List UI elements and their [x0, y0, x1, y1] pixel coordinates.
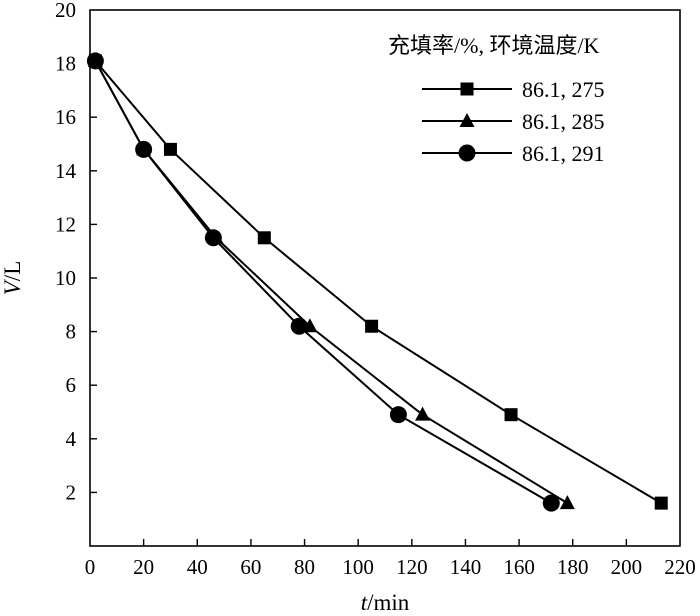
- data-point: [389, 406, 407, 424]
- data-point: [86, 52, 104, 70]
- data-point: [135, 140, 153, 158]
- y-axis-title: V/L: [0, 261, 25, 296]
- data-point: [365, 319, 379, 333]
- legend-item: 86.1, 285: [422, 109, 605, 134]
- y-tick-label: 20: [55, 0, 76, 22]
- data-point: [559, 495, 575, 510]
- data-point: [415, 406, 431, 421]
- data-point: [654, 496, 668, 510]
- legend: 充填率/%, 环境温度/K 86.1, 275 86.1, 285 86.1, 29…: [388, 33, 605, 166]
- x-tick-label: 140: [450, 555, 482, 579]
- y-tick-label: 10: [55, 266, 76, 290]
- x-tick-label: 40: [187, 555, 208, 579]
- x-tick-label: 60: [240, 555, 261, 579]
- y-tick-label: 12: [55, 212, 76, 236]
- x-tick-label: 80: [294, 555, 315, 579]
- legend-items: 86.1, 275 86.1, 285 86.1, 291: [422, 77, 605, 166]
- legend-label: 86.1, 291: [522, 141, 605, 166]
- y-tick-label: 6: [66, 373, 77, 397]
- y-tick-label: 8: [66, 320, 77, 344]
- legend-marker: [458, 144, 476, 162]
- x-tick-label: 200: [611, 555, 643, 579]
- y-tick-label: 16: [55, 105, 76, 129]
- y-tick-label: 2: [66, 480, 77, 504]
- data-point: [257, 231, 271, 245]
- data-point: [163, 142, 177, 156]
- x-tick-label: 180: [557, 555, 589, 579]
- data-point: [542, 494, 560, 512]
- x-axis-title: t/min: [361, 590, 410, 615]
- series-line: [94, 60, 662, 504]
- x-tick-label: 120: [396, 555, 428, 579]
- data-point: [290, 317, 308, 335]
- x-tick-label: 100: [342, 555, 374, 579]
- series-layer: [86, 52, 668, 512]
- legend-marker: [459, 113, 475, 127]
- x-tick-label: 0: [85, 555, 96, 579]
- y-tick-label: 18: [55, 52, 76, 76]
- y-tick-label: 4: [66, 427, 77, 451]
- legend-label: 86.1, 285: [522, 109, 605, 134]
- series-line: [94, 60, 568, 504]
- data-point: [504, 408, 518, 422]
- legend-item: 86.1, 291: [422, 141, 605, 166]
- legend-label: 86.1, 275: [522, 77, 605, 102]
- series-3: [86, 52, 560, 512]
- data-point: [204, 229, 222, 247]
- legend-marker: [460, 82, 474, 96]
- y-tick-label: 14: [55, 159, 77, 183]
- series-line: [94, 60, 552, 504]
- legend-title: 充填率/%, 环境温度/K: [388, 33, 600, 58]
- legend-item: 86.1, 275: [422, 77, 605, 102]
- x-tick-label: 220: [664, 555, 696, 579]
- x-tick-label: 20: [133, 555, 154, 579]
- axis-ticks: 0 20 40 60 80 100 120 140 160 180 200 220 2 4 6 8 10 12 14…: [55, 0, 696, 579]
- x-tick-label: 160: [503, 555, 535, 579]
